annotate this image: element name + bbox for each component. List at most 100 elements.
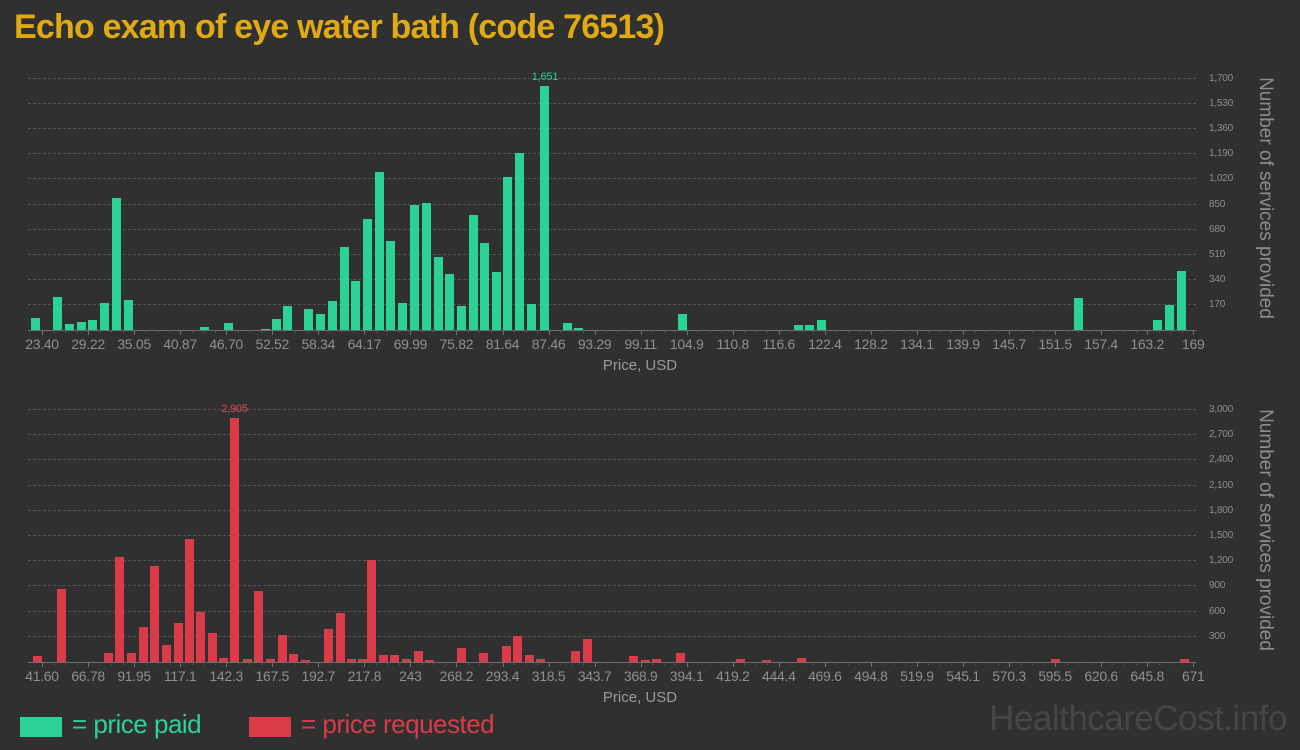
gridline — [28, 610, 1196, 612]
x-axis-minor-tick — [444, 662, 446, 665]
x-tick-label: 570.3 — [992, 668, 1026, 684]
y-tick-label: 3,000 — [1209, 404, 1234, 416]
x-axis-minor-tick — [813, 330, 815, 333]
x-axis-tick — [88, 662, 90, 667]
bar-requested — [761, 660, 771, 662]
x-axis-minor-tick — [951, 662, 953, 665]
x-axis-tick — [502, 330, 504, 335]
bar-paid — [386, 240, 396, 330]
x-axis-minor-tick — [249, 330, 251, 333]
y-tick-label: 2,400 — [1209, 454, 1234, 466]
bar-requested — [676, 652, 686, 662]
x-tick-label: 368.9 — [623, 668, 658, 684]
x-tick-label: 163.2 — [1130, 336, 1164, 352]
bar-requested — [207, 632, 217, 662]
x-tick-label: 41.60 — [25, 668, 59, 684]
gridline — [28, 509, 1196, 511]
bar-requested — [736, 658, 746, 662]
bar-requested — [402, 659, 412, 662]
x-axis-minor-tick — [1135, 330, 1137, 333]
x-axis-minor-tick — [203, 330, 205, 333]
x-axis-minor-tick — [375, 330, 377, 333]
x-axis-minor-tick — [1158, 662, 1160, 665]
x-tick-label: 293.4 — [485, 668, 520, 684]
x-tick-label: 52.52 — [255, 336, 290, 352]
bar-paid — [111, 197, 121, 330]
bar-paid — [123, 300, 133, 330]
x-axis-minor-tick — [675, 662, 677, 665]
x-axis-minor-tick — [398, 330, 400, 333]
bar-paid — [456, 305, 466, 330]
x-tick-label: 69.99 — [393, 336, 428, 352]
x-axis-minor-tick — [859, 662, 861, 665]
bar-paid — [99, 302, 109, 330]
bar-paid — [480, 242, 490, 330]
x-axis-minor-tick — [928, 662, 930, 665]
x-axis-minor-tick — [514, 662, 515, 665]
bar-paid — [421, 203, 431, 330]
x-axis-minor-tick — [675, 330, 677, 333]
gridline — [28, 484, 1196, 486]
x-axis-tick — [1055, 330, 1057, 335]
legend: = price paid = price requested — [20, 706, 620, 748]
bar-requested — [347, 659, 357, 662]
gridline — [28, 459, 1196, 461]
x-tick-label: 394.1 — [669, 668, 704, 684]
bar-requested — [150, 566, 160, 662]
x-axis-tick — [364, 662, 366, 667]
x-axis-minor-tick — [709, 662, 711, 665]
x-axis-minor-tick — [283, 330, 285, 333]
bar-paid — [540, 86, 550, 330]
bar-requested — [103, 652, 113, 662]
gridline — [28, 153, 1196, 155]
x-axis-minor-tick — [214, 662, 216, 665]
y-tick-label: 1,190 — [1209, 148, 1234, 160]
x-tick-label: 64.17 — [347, 336, 382, 352]
x-axis-tick — [42, 662, 43, 667]
x-axis-minor-tick — [99, 330, 101, 333]
bar-paid — [199, 327, 209, 330]
x-axis-minor-tick — [663, 662, 665, 665]
chart-price-requested: 41.60 66.78 91.95 117.1 142.3 167.5 192.7 217.8… — [0, 398, 1300, 706]
bar-paid — [375, 172, 385, 330]
bar-requested — [525, 655, 535, 662]
bar-paid — [409, 204, 419, 330]
x-axis-minor-tick — [237, 662, 239, 665]
bar-paid — [433, 256, 443, 330]
y-tick-label: 1,530 — [1209, 98, 1234, 110]
y-tick-label: 850 — [1209, 198, 1226, 210]
x-tick-label: 116.6 — [762, 336, 796, 352]
x-axis-minor-tick — [1066, 662, 1068, 665]
gridline — [28, 278, 1196, 280]
x-axis-minor-tick — [341, 662, 343, 665]
x-tick-label: 93.29 — [577, 336, 612, 352]
x-tick-label: 419.2 — [715, 668, 750, 684]
x-tick-label: 444.4 — [762, 668, 796, 684]
x-tick-label: 122.4 — [808, 336, 842, 352]
x-axis-minor-tick — [767, 662, 769, 665]
bar-requested — [242, 659, 252, 662]
bar-requested — [324, 629, 334, 662]
x-axis-minor-tick — [997, 330, 999, 333]
x-axis-minor-tick — [1089, 330, 1091, 333]
x-axis-tick — [88, 330, 90, 335]
y-tick-label: 1,800 — [1209, 504, 1234, 516]
bar-requested — [33, 656, 43, 662]
bar-requested — [456, 647, 466, 662]
bar-paid — [65, 324, 75, 330]
x-tick-label: 29.22 — [71, 336, 105, 352]
x-axis-tick — [1055, 662, 1057, 667]
x-axis-tick — [1101, 330, 1103, 335]
bar-requested — [479, 652, 489, 662]
bar-requested — [1050, 658, 1060, 662]
gridline — [28, 434, 1196, 436]
gridline — [28, 203, 1196, 205]
x-axis-tick — [364, 330, 366, 335]
x-axis-tick — [870, 662, 872, 667]
bar-paid — [805, 324, 815, 330]
x-axis-tick — [870, 330, 872, 335]
gridline — [28, 178, 1196, 180]
x-axis-minor-tick — [514, 330, 515, 333]
x-axis-minor-tick — [145, 330, 147, 333]
